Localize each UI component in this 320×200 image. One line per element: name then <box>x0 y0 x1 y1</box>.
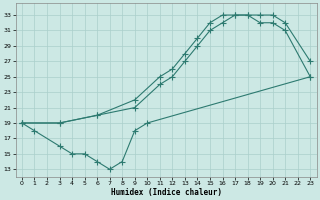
X-axis label: Humidex (Indice chaleur): Humidex (Indice chaleur) <box>111 188 221 197</box>
